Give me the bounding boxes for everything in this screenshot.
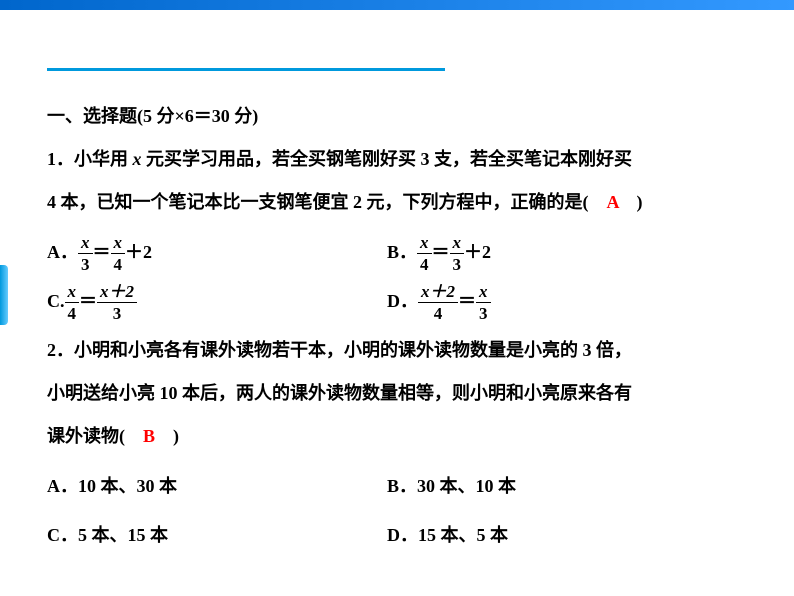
q1-optC-label: C. <box>47 291 65 311</box>
frac-num: x <box>417 234 432 254</box>
q1-optD-eq: ＝ <box>458 291 476 311</box>
frac-den: 3 <box>450 254 465 273</box>
q2-option-d: D．15 本、5 本 <box>387 514 757 557</box>
q1-text-4: ) <box>619 192 643 212</box>
q1-line1: 1．小华用 x 元买学习用品，若全买钢笔刚好买 3 支，若全买笔记本刚好买 <box>47 138 757 181</box>
q1-options-row1: A．x3＝x4＋2 B．x4＝x3＋2 <box>47 231 757 274</box>
q1-optD-frac1: x＋24 <box>418 283 458 322</box>
content-area: 一、选择题(5 分×6＝30 分) 1．小华用 x 元买学习用品，若全买钢笔刚好… <box>47 95 757 563</box>
q1-optC-frac2: x＋23 <box>97 283 137 322</box>
frac-den: 4 <box>417 254 432 273</box>
frac-num: x <box>476 283 491 303</box>
q1-optD-label: D． <box>387 291 418 311</box>
q2-text-1: 课外读物( <box>47 426 143 446</box>
q1-optB-tail: ＋2 <box>464 242 491 262</box>
q1-optA-frac2: x4 <box>111 234 126 273</box>
q1-option-c: C.x4＝x＋23 <box>47 280 387 323</box>
q2-option-b: B．30 本、10 本 <box>387 465 757 508</box>
frac-den: 4 <box>65 303 80 322</box>
frac-num: x＋2 <box>418 283 458 303</box>
frac-num: x＋2 <box>97 283 137 303</box>
frac-num-text: x＋2 <box>421 282 455 301</box>
frac-num: x <box>65 283 80 303</box>
decorative-line <box>47 68 445 71</box>
q1-optB-frac1: x4 <box>417 234 432 273</box>
q1-optC-frac1: x4 <box>65 283 80 322</box>
q2-line3: 课外读物( B ) <box>47 415 757 458</box>
q1-optA-frac1: x3 <box>78 234 93 273</box>
q1-answer: A <box>607 192 619 212</box>
frac-den: 4 <box>111 254 126 273</box>
q1-var-x: x <box>133 149 142 169</box>
q1-option-d: D．x＋24＝x3 <box>387 280 757 323</box>
q1-line2: 4 本，已知一个笔记本比一支钢笔便宜 2 元，下列方程中，正确的是( A ) <box>47 181 757 224</box>
q1-optB-label: B． <box>387 242 417 262</box>
q2-option-c: C．5 本、15 本 <box>47 514 387 557</box>
left-accent <box>0 265 8 325</box>
q1-optA-label: A． <box>47 242 78 262</box>
frac-den: 4 <box>418 303 458 322</box>
q2-options-row2: C．5 本、15 本 D．15 本、5 本 <box>47 514 757 557</box>
frac-den: 3 <box>97 303 137 322</box>
q1-optA-eq: ＝ <box>93 242 111 262</box>
frac-den: 3 <box>476 303 491 322</box>
q1-optB-frac2: x3 <box>450 234 465 273</box>
q2-line2: 小明送给小亮 10 本后，两人的课外读物数量相等，则小明和小亮原来各有 <box>47 372 757 415</box>
q2-options-row1: A．10 本、30 本 B．30 本、10 本 <box>47 465 757 508</box>
top-border <box>0 0 794 10</box>
q2-answer: B <box>143 426 155 446</box>
frac-num: x <box>111 234 126 254</box>
q1-options-row2: C.x4＝x＋23 D．x＋24＝x3 <box>47 280 757 323</box>
q1-option-b: B．x4＝x3＋2 <box>387 231 757 274</box>
q1-optB-eq: ＝ <box>432 242 450 262</box>
q1-text-1: 1．小华用 <box>47 149 133 169</box>
q1-optC-eq: ＝ <box>79 291 97 311</box>
frac-num: x <box>78 234 93 254</box>
q1-optA-tail: ＋2 <box>125 242 152 262</box>
q2-text-2: ) <box>155 426 179 446</box>
q2-option-a: A．10 本、30 本 <box>47 465 387 508</box>
q1-option-a: A．x3＝x4＋2 <box>47 231 387 274</box>
frac-num: x <box>450 234 465 254</box>
q1-text-3: 4 本，已知一个笔记本比一支钢笔便宜 2 元，下列方程中，正确的是( <box>47 192 607 212</box>
q1-optD-frac2: x3 <box>476 283 491 322</box>
frac-num-text: x＋2 <box>100 282 134 301</box>
q2-line1: 2．小明和小亮各有课外读物若干本，小明的课外读物数量是小亮的 3 倍， <box>47 329 757 372</box>
q1-text-2: 元买学习用品，若全买钢笔刚好买 3 支，若全买笔记本刚好买 <box>142 149 633 169</box>
section-title: 一、选择题(5 分×6＝30 分) <box>47 95 757 138</box>
frac-den: 3 <box>78 254 93 273</box>
